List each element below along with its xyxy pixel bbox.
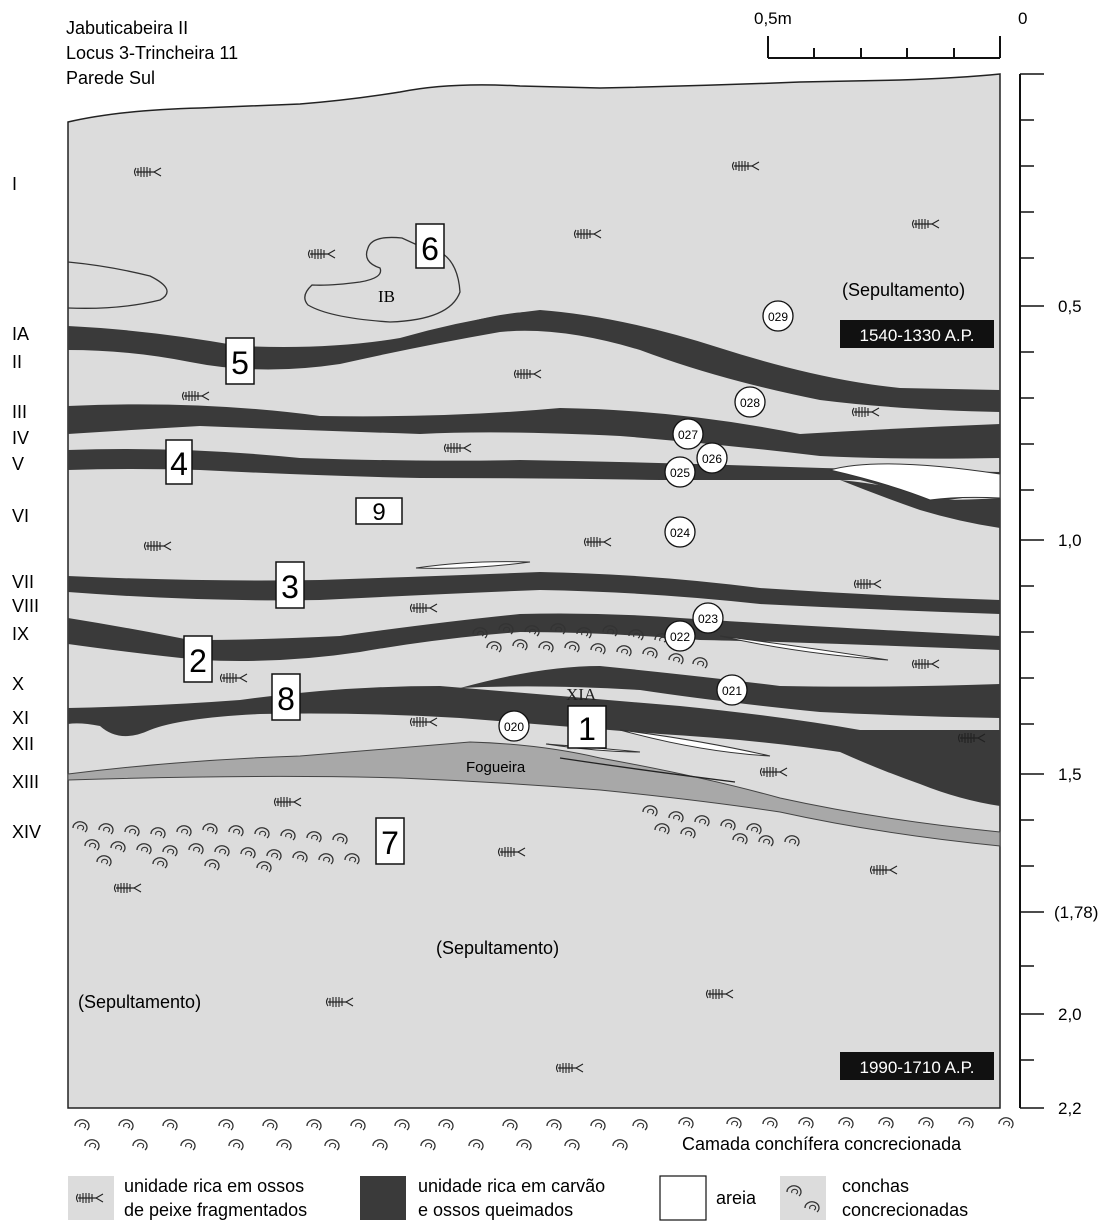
sample-marker: 026 xyxy=(696,442,728,474)
depth-label: 1,5 xyxy=(1058,765,1082,784)
sample-marker: 024 xyxy=(664,516,696,548)
svg-text:9: 9 xyxy=(372,499,385,526)
svg-text:7: 7 xyxy=(381,825,399,861)
feature-box: 5 xyxy=(225,337,255,385)
layer-label: I xyxy=(12,174,17,194)
svg-text:029: 029 xyxy=(768,310,788,324)
depth-label: 0,5 xyxy=(1058,297,1082,316)
feature-box: 7 xyxy=(375,817,405,865)
feature-boxes: 1 2 3 4 5 6 7 8 9 xyxy=(165,223,607,865)
scale-label-left: 0,5m xyxy=(754,9,792,28)
layer-label: X xyxy=(12,674,24,694)
bottom-shell-layer: Camada conchífera concrecionada xyxy=(74,1117,1014,1154)
svg-text:028: 028 xyxy=(740,396,760,410)
feature-box: 1 xyxy=(567,705,607,749)
svg-text:022: 022 xyxy=(670,630,690,644)
layer-label: IV xyxy=(12,428,29,448)
scale-label-right: 0 xyxy=(1018,9,1027,28)
fogueira-label: Fogueira xyxy=(466,759,526,776)
legend-shells-line1: conchas xyxy=(842,1176,909,1196)
svg-text:4: 4 xyxy=(170,446,188,482)
svg-text:3: 3 xyxy=(281,569,299,605)
sample-circles: 020 021 022 023 024 025 026 027 028 029 xyxy=(498,300,794,742)
svg-text:027: 027 xyxy=(678,428,698,442)
svg-text:024: 024 xyxy=(670,526,690,540)
legend: unidade rica em ossos de peixe fragmenta… xyxy=(68,1175,968,1221)
depth-scale: 0,5 1,0 1,5 (1,78) 2,0 2,2 xyxy=(1019,73,1098,1118)
legend-shells-line2: concrecionadas xyxy=(842,1200,968,1220)
date-badge-upper: 1540-1330 A.P. xyxy=(840,320,994,348)
svg-text:1540-1330 A.P.: 1540-1330 A.P. xyxy=(859,326,974,345)
layer-label: VIII xyxy=(12,596,39,616)
layer-labels: I IA II III IV V VI VII VIII IX X XI XII… xyxy=(12,174,41,842)
feature-box: 3 xyxy=(275,561,305,609)
svg-text:026: 026 xyxy=(702,452,722,466)
ib-label: IB xyxy=(378,287,395,306)
depth-label: (1,78) xyxy=(1054,903,1098,922)
sample-marker: 028 xyxy=(734,386,766,418)
svg-text:1: 1 xyxy=(578,711,596,747)
sample-marker: 025 xyxy=(664,456,696,488)
legend-charcoal-line2: e ossos queimados xyxy=(418,1200,573,1220)
feature-box: 8 xyxy=(271,673,301,721)
feature-box: 6 xyxy=(415,223,445,269)
sample-marker: 029 xyxy=(762,300,794,332)
sample-marker: 021 xyxy=(716,674,748,706)
layer-label: XIV xyxy=(12,822,41,842)
legend-fish-line2: de peixe fragmentados xyxy=(124,1200,307,1220)
legend-sand: areia xyxy=(716,1188,757,1208)
legend-charcoal-line1: unidade rica em carvão xyxy=(418,1176,605,1196)
svg-text:021: 021 xyxy=(722,684,742,698)
layer-label: XI xyxy=(12,708,29,728)
depth-label: 2,2 xyxy=(1058,1099,1082,1118)
svg-text:6: 6 xyxy=(421,231,439,267)
xia-label: XIA xyxy=(566,685,597,704)
svg-text:2: 2 xyxy=(189,643,207,679)
sample-marker: 020 xyxy=(498,710,530,742)
fogueira-line xyxy=(559,757,736,783)
svg-text:025: 025 xyxy=(670,466,690,480)
depth-label: 1,0 xyxy=(1058,531,1082,550)
scale-bar: 0,5m 0 xyxy=(754,9,1027,59)
sample-marker: 023 xyxy=(692,602,724,634)
layer-label: III xyxy=(12,402,27,422)
svg-text:020: 020 xyxy=(504,720,524,734)
sample-marker: 022 xyxy=(664,620,696,652)
layer-label: XIII xyxy=(12,772,39,792)
layer-label: XII xyxy=(12,734,34,754)
svg-text:5: 5 xyxy=(231,345,249,381)
site-title: Jabuticabeira II xyxy=(66,18,188,38)
shell-layer-label: Camada conchífera concrecionada xyxy=(682,1134,962,1154)
layer-label: IX xyxy=(12,624,29,644)
fogueira-band xyxy=(67,741,1001,847)
sepultamento-lower: (Sepultamento) xyxy=(78,992,201,1012)
sepultamento-upper: (Sepultamento) xyxy=(842,280,965,300)
svg-text:8: 8 xyxy=(277,681,295,717)
depth-label: 2,0 xyxy=(1058,1005,1082,1024)
layer-label: II xyxy=(12,352,22,372)
layer-label: VI xyxy=(12,506,29,526)
locus-title: Locus 3-Trincheira 11 xyxy=(66,43,238,63)
sample-marker: 027 xyxy=(672,418,704,450)
date-badge-lower: 1990-1710 A.P. xyxy=(840,1052,994,1080)
wall-title: Parede Sul xyxy=(66,68,155,88)
feature-box: 4 xyxy=(165,439,193,485)
sepultamento-middle: (Sepultamento) xyxy=(436,938,559,958)
feature-box: 9 xyxy=(355,497,403,526)
feature-box: 2 xyxy=(183,635,213,683)
profile-body xyxy=(67,73,1001,1109)
svg-text:023: 023 xyxy=(698,612,718,626)
svg-text:1990-1710 A.P.: 1990-1710 A.P. xyxy=(859,1058,974,1077)
layer-label: IA xyxy=(12,324,29,344)
layer-label: VII xyxy=(12,572,34,592)
legend-fish-line1: unidade rica em ossos xyxy=(124,1176,304,1196)
lens-upper-left xyxy=(67,261,168,309)
layer-label: V xyxy=(12,454,24,474)
